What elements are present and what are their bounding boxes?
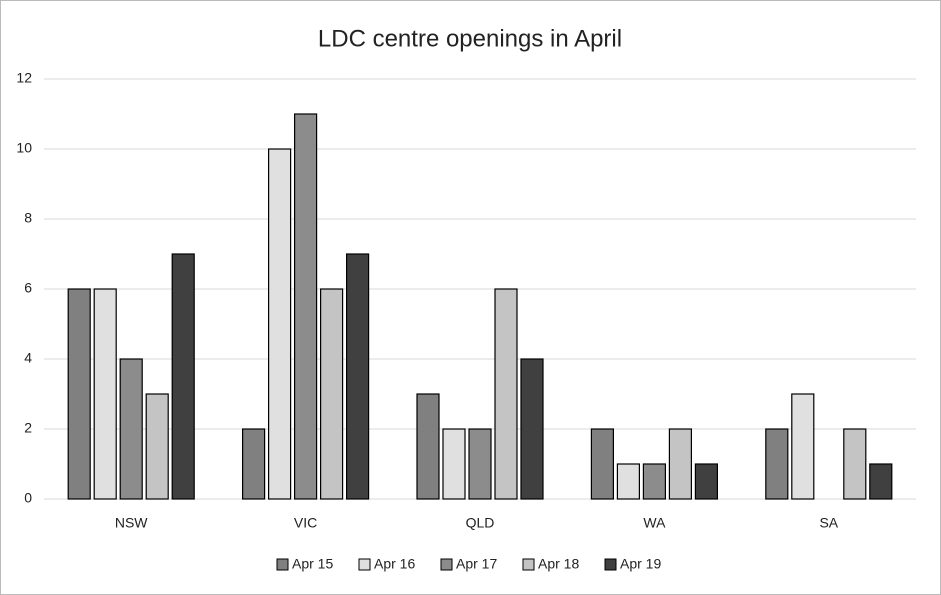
legend-label: Apr 17 <box>456 556 497 572</box>
x-tick-label: QLD <box>466 515 495 531</box>
x-tick-label: SA <box>819 515 838 531</box>
bar <box>320 288 344 500</box>
x-tick-label: WA <box>643 515 666 531</box>
bar <box>294 113 318 500</box>
bar <box>468 428 492 500</box>
bar <box>869 463 893 500</box>
bar <box>765 428 789 500</box>
y-tick-label: 6 <box>24 280 32 296</box>
bar <box>668 428 693 500</box>
bar <box>93 288 117 500</box>
x-tick-label: VIC <box>294 515 317 531</box>
bar <box>67 288 91 500</box>
legend-label: Apr 16 <box>374 556 415 572</box>
legend-swatch <box>358 558 371 571</box>
bar <box>416 393 440 500</box>
legend-swatch <box>276 558 289 571</box>
bar <box>242 428 266 500</box>
legend-swatch <box>522 558 535 571</box>
bar <box>791 393 815 500</box>
bar <box>346 253 370 500</box>
bar <box>268 148 292 500</box>
bar <box>694 463 719 500</box>
y-tick-label: 12 <box>16 70 32 86</box>
legend-swatch <box>440 558 453 571</box>
bar <box>442 428 466 500</box>
bar <box>171 253 195 500</box>
legend-label: Apr 18 <box>538 556 579 572</box>
bar <box>642 463 667 500</box>
bar <box>520 358 544 500</box>
bar <box>616 463 641 500</box>
legend-label: Apr 19 <box>620 556 661 572</box>
chart-title: LDC centre openings in April <box>318 25 622 52</box>
legend-swatch <box>604 558 617 571</box>
y-tick-label: 2 <box>24 420 32 436</box>
bar <box>145 393 169 500</box>
bar <box>119 358 143 500</box>
y-tick-label: 0 <box>24 490 32 506</box>
legend-label: Apr 15 <box>292 556 333 572</box>
bar <box>590 428 615 500</box>
x-tick-label: NSW <box>115 515 148 531</box>
y-tick-label: 8 <box>24 210 32 226</box>
bar <box>843 428 867 500</box>
y-tick-label: 10 <box>16 140 32 156</box>
bar <box>494 288 518 500</box>
y-tick-label: 4 <box>24 350 32 366</box>
